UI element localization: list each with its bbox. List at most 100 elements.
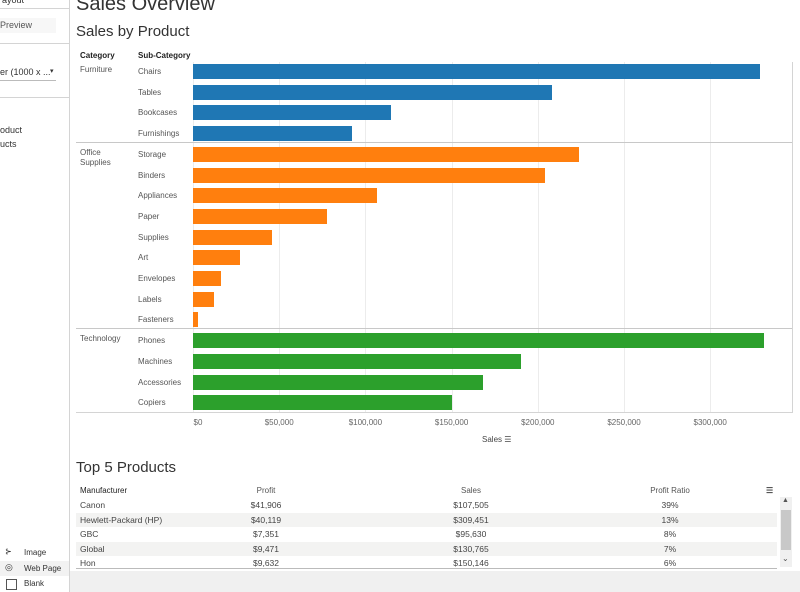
preview-button[interactable]: Preview — [0, 18, 56, 33]
bar-phones[interactable] — [193, 333, 764, 349]
table-row[interactable]: Hewlett-Packard (HP) $40,119 $309,451 13% — [76, 512, 777, 527]
object-label: Blank — [24, 579, 45, 588]
subcategory-label: Furnishings — [138, 129, 180, 139]
table-cell: GBC — [80, 529, 99, 539]
category-label: Furniture — [80, 65, 113, 74]
subcategory-label: Binders — [138, 170, 166, 180]
category-header[interactable]: Category — [80, 51, 115, 60]
sort-icon[interactable]: ☰ — [504, 435, 512, 444]
bar-machines[interactable] — [193, 353, 521, 369]
table-cell: 8% — [663, 529, 677, 539]
bar-storage[interactable] — [193, 146, 580, 162]
group-separator — [76, 328, 792, 330]
bar-art[interactable] — [193, 250, 240, 266]
subcategory-label: Chairs — [138, 67, 162, 76]
subcategory-label: Accessories — [138, 377, 182, 387]
object-blank[interactable]: Blank — [0, 577, 69, 592]
chart-title: Sales by Product — [76, 23, 190, 40]
table-cell: 6% — [663, 558, 677, 568]
table-row[interactable]: Global $9,471 $130,765 7% — [76, 541, 777, 556]
dashboard-title: Sales Overview — [76, 0, 215, 15]
table-cell: 39% — [661, 500, 679, 510]
bar-bookcases[interactable] — [193, 105, 392, 121]
subcategory-header[interactable]: Sub-Category — [138, 51, 191, 60]
x-tick-label: $100,000 — [348, 418, 383, 427]
bar-appliances[interactable] — [193, 188, 378, 204]
scrollbar-thumb[interactable] — [781, 510, 791, 550]
table-cell: $95,630 — [455, 529, 487, 539]
x-tick-label: $250,000 — [607, 418, 641, 427]
chevron-down-icon: ▾ — [50, 68, 54, 75]
bar-furnishings[interactable] — [193, 126, 352, 142]
bar-binders[interactable] — [193, 167, 545, 183]
subcategory-label: Envelopes — [138, 274, 176, 283]
table-cell: $107,505 — [453, 500, 489, 510]
sheet-item[interactable]: ucts — [0, 139, 17, 149]
table-cell: Hon — [80, 558, 96, 568]
gridline — [365, 62, 367, 412]
category-label: Technology — [80, 334, 121, 344]
size-dropdown[interactable]: er (1000 x ... ▾ — [0, 66, 56, 81]
x-tick-label: $150,000 — [434, 418, 469, 427]
bar-chairs[interactable] — [193, 64, 761, 79]
bar-tables[interactable] — [193, 84, 552, 100]
x-tick-label: $200,000 — [521, 418, 555, 427]
col-manufacturer[interactable]: Manufacturer — [80, 486, 128, 495]
group-separator — [76, 141, 792, 143]
table-cell: $9,471 — [253, 543, 279, 554]
table-cell: Global — [80, 543, 105, 554]
table-row[interactable]: GBC $7,351 $95,630 8% — [76, 527, 777, 542]
bar-paper[interactable] — [193, 208, 328, 224]
blank-icon — [6, 579, 17, 590]
gridline — [537, 62, 539, 412]
table-cell: Hewlett-Packard (HP) — [80, 514, 163, 525]
subcategory-label: Supplies — [138, 232, 169, 242]
sort-icon[interactable]: ☰ — [766, 486, 774, 495]
bar-labels[interactable] — [193, 291, 214, 307]
object-web-page[interactable]: ◎ Web Page — [0, 561, 69, 576]
sheet-item[interactable]: oduct — [0, 125, 23, 135]
subcategory-label: Appliances — [138, 191, 178, 201]
bar-envelopes[interactable] — [193, 271, 221, 286]
subcategory-label: Machines — [138, 356, 173, 366]
col-profit-ratio[interactable]: Profit Ratio — [650, 486, 690, 495]
sales-bar-chart[interactable]: Furniture Chairs Tables Bookcases Furnishing… — [76, 62, 793, 413]
bar-fasteners[interactable] — [193, 312, 199, 328]
table-cell: $150,146 — [453, 558, 489, 568]
subcategory-label: Paper — [138, 211, 160, 221]
table-cell: Canon — [80, 500, 106, 510]
scroll-up-icon[interactable]: ▲ — [782, 497, 789, 504]
subcategory-label: Bookcases — [138, 108, 178, 118]
layout-dropdown[interactable]: ayout — [2, 0, 25, 5]
subcategory-label: Tables — [138, 87, 162, 97]
table-row[interactable]: Hon $9,632 $150,146 6% — [76, 556, 777, 571]
gridline — [451, 62, 453, 412]
x-axis-label: Sales — [482, 435, 503, 444]
col-sales[interactable]: Sales — [460, 486, 482, 495]
table-bottom-border — [76, 568, 777, 569]
bar-supplies[interactable] — [193, 229, 273, 245]
scroll-down-icon[interactable]: ⌄ — [782, 554, 789, 563]
subcategory-label: Labels — [138, 294, 162, 304]
x-axis-title[interactable]: Sales ☰ — [482, 435, 511, 444]
object-image[interactable]: ⊱ Image — [0, 546, 69, 560]
table-cell: $40,119 — [250, 514, 282, 525]
subcategory-label: Copiers — [138, 398, 166, 408]
table-cell: $9,632 — [253, 558, 279, 568]
x-tick-label: $0 — [193, 418, 203, 427]
bar-copiers[interactable] — [193, 395, 452, 411]
col-profit[interactable]: Profit — [256, 486, 276, 495]
x-tick-label: $50,000 — [264, 418, 294, 427]
table-cell: $130,765 — [453, 543, 489, 554]
bar-accessories[interactable] — [193, 374, 483, 390]
table-row[interactable]: Canon $41,906 $107,505 39% — [76, 498, 777, 513]
image-icon: ⊱ — [5, 547, 12, 556]
subcategory-label: Fasteners — [138, 315, 174, 325]
top5-title: Top 5 Products — [76, 459, 177, 476]
table-cell: 7% — [663, 543, 677, 554]
object-label: Web Page — [24, 564, 62, 573]
table-cell: $309,451 — [453, 514, 489, 525]
subcategory-label: Storage — [138, 149, 167, 159]
subcategory-label: Phones — [138, 336, 166, 346]
gridline — [279, 62, 281, 412]
